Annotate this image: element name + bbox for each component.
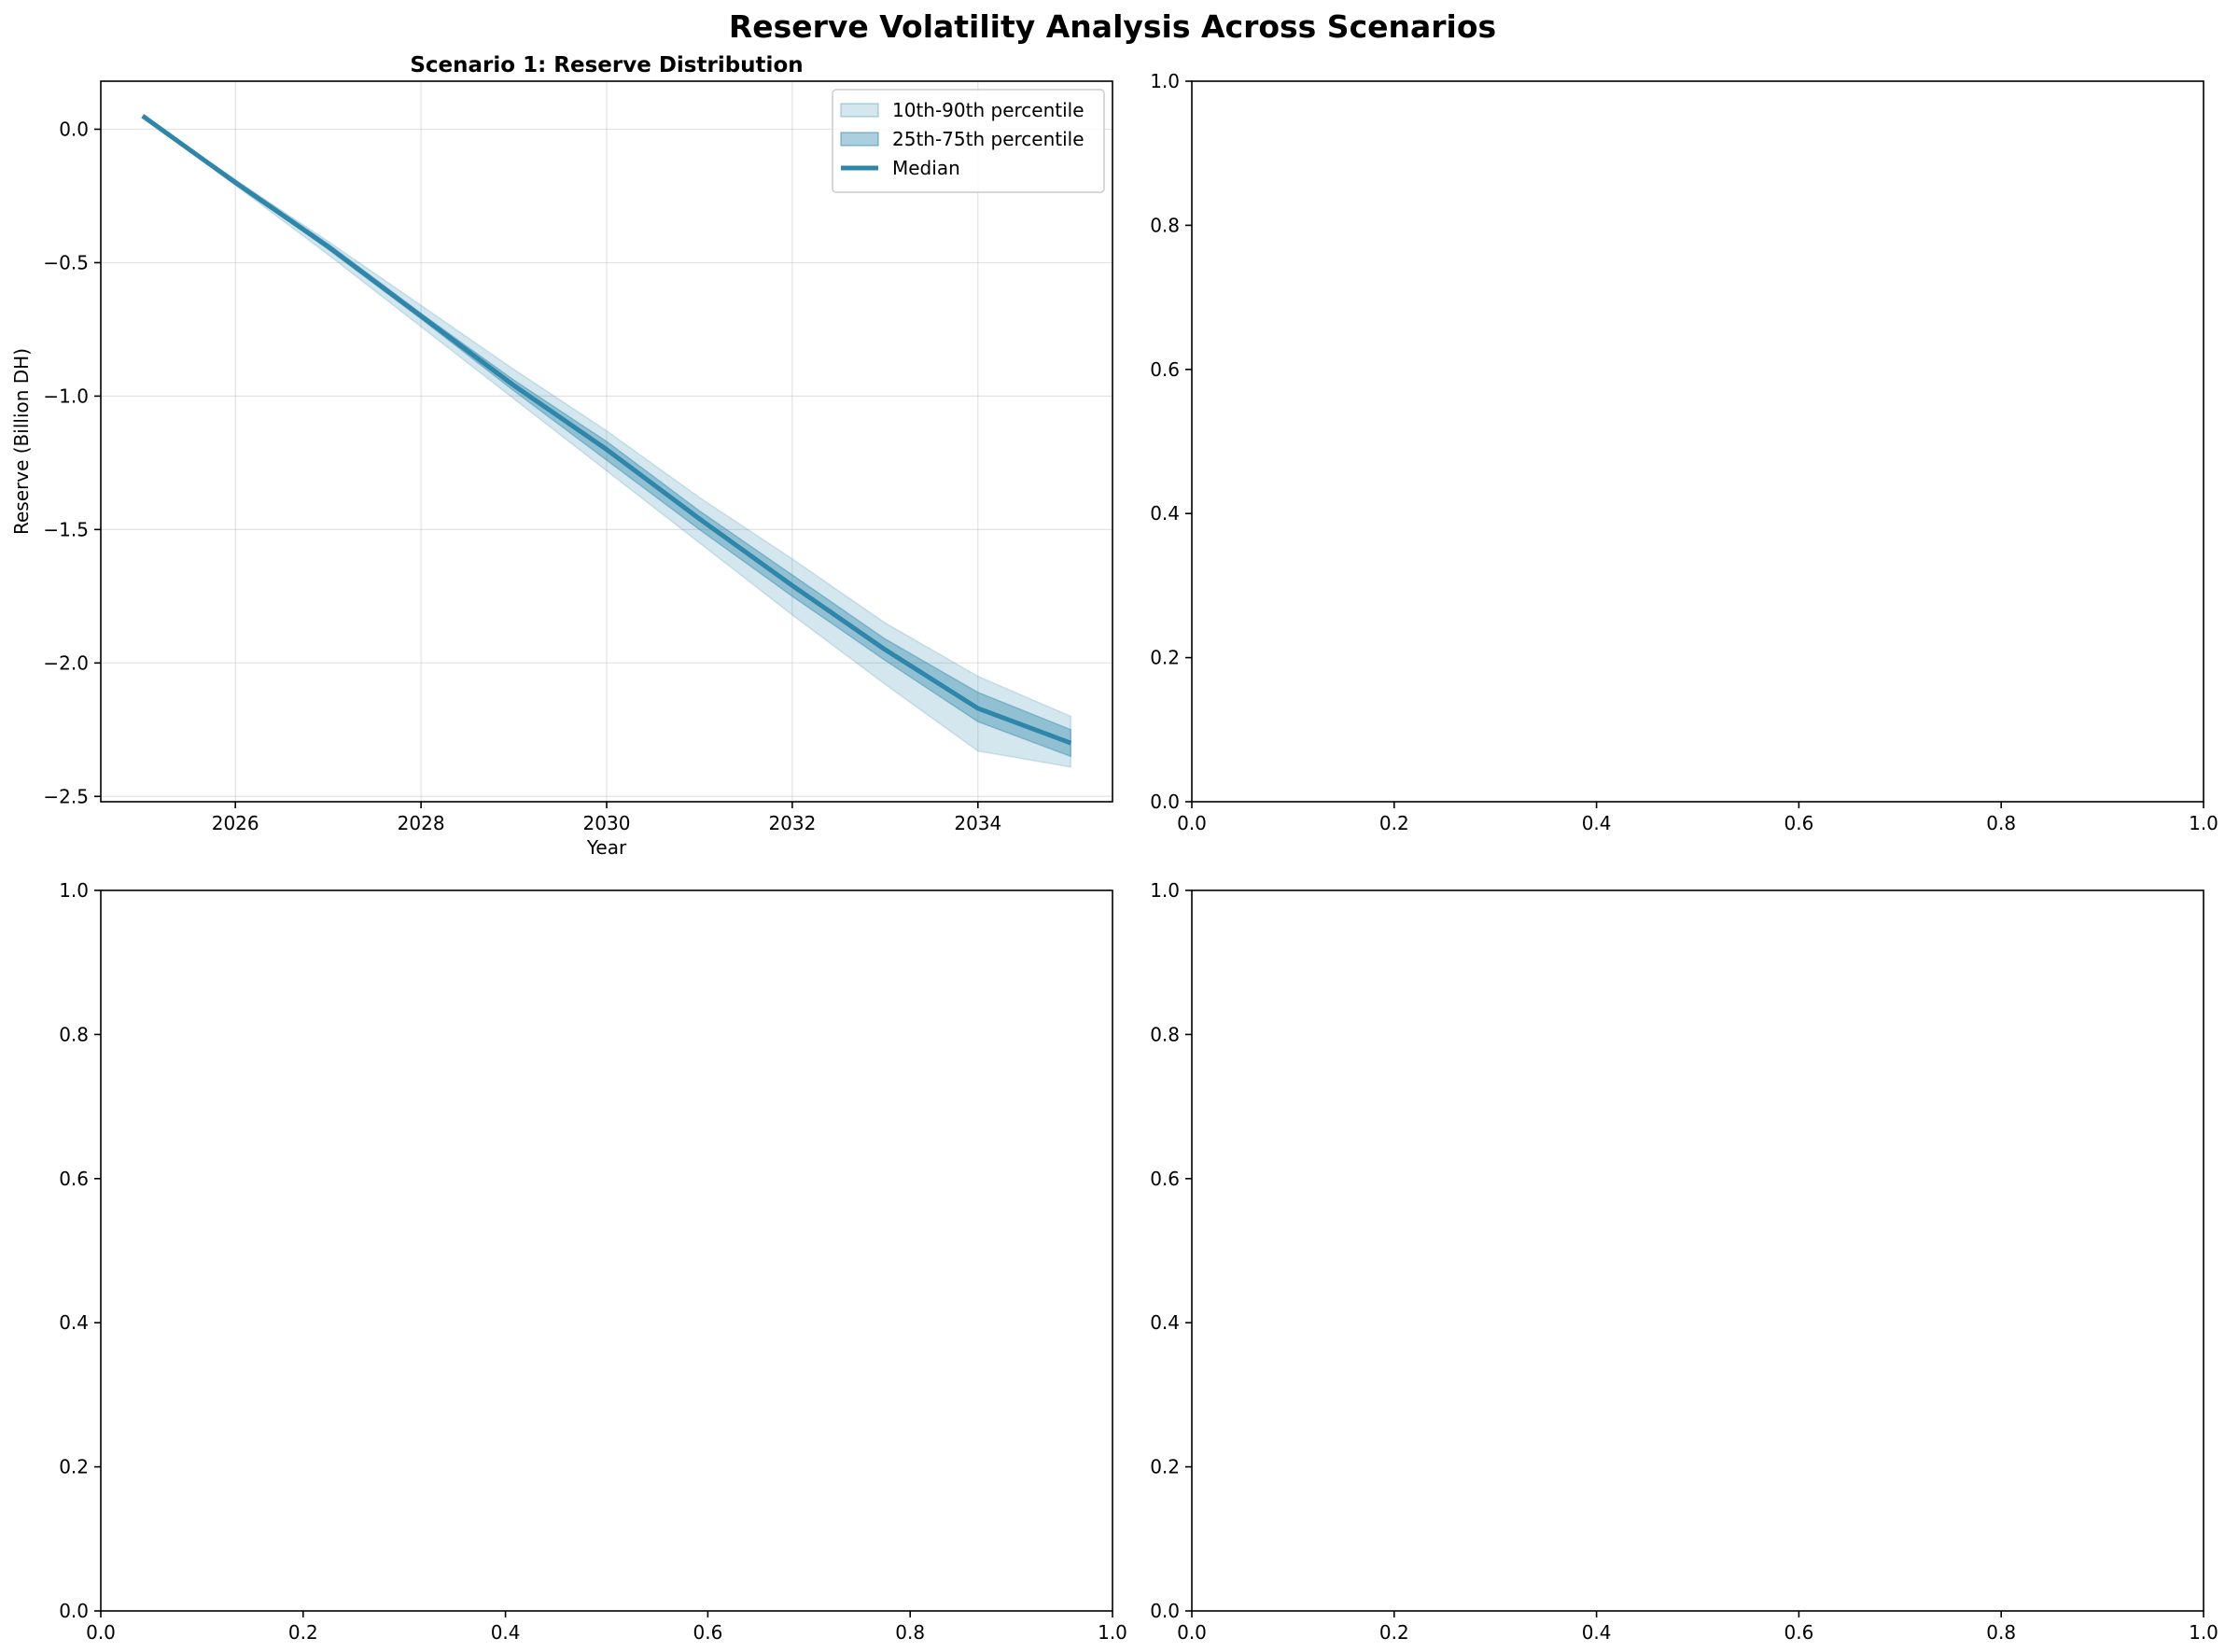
x-tick-label: 2028 (398, 812, 445, 834)
x-tick-label: 0.8 (895, 1621, 925, 1644)
legend-label: 25th-75th percentile (892, 128, 1085, 150)
legend-swatch (840, 103, 879, 118)
x-axis-label: Year (586, 836, 627, 859)
x-tick-label: 0.2 (288, 1621, 318, 1644)
x-tick-label: 0.4 (491, 1621, 521, 1644)
y-tick-label: 0.6 (1150, 1168, 1180, 1190)
legend-label: Median (892, 157, 960, 179)
x-tick-label: 2032 (768, 812, 816, 834)
y-tick-label: 1.0 (1150, 879, 1180, 902)
y-tick-label: −2.5 (43, 785, 89, 807)
axes-frame (100, 889, 1113, 1612)
y-tick-label: −0.5 (43, 251, 89, 273)
x-tick-label: 0.6 (693, 1621, 722, 1644)
x-tick-label: 2030 (583, 812, 631, 834)
y-tick-label: 0.4 (59, 1311, 89, 1334)
x-tick-label: 1.0 (1098, 1621, 1127, 1644)
x-tick-label: 0.4 (1582, 812, 1612, 834)
legend: 10th-90th percentile 25th-75th percentile… (832, 89, 1105, 193)
y-tick-label: 1.0 (1150, 70, 1180, 92)
y-tick-label: −1.0 (43, 385, 89, 407)
x-tick-label: 1.0 (2189, 812, 2218, 834)
y-tick-label: 0.6 (1150, 358, 1180, 381)
y-tick-label: −1.5 (43, 518, 89, 540)
y-tick-label: 0.0 (59, 1600, 89, 1622)
y-tick-label: 0.0 (1150, 791, 1180, 813)
y-tick-label: 0.0 (59, 118, 89, 140)
x-tick-label: 0.2 (1379, 1621, 1409, 1644)
x-tick-label: 1.0 (2189, 1621, 2218, 1644)
subplot-1: 2026 2028 2030 2032 2034 0.0 −0.5 −1.0 −1.5 −2.0 −… (10, 53, 1113, 859)
y-tick-label: 0.2 (59, 1456, 89, 1478)
subplot-grid: 2026 2028 2030 2032 2034 0.0 −0.5 −1.0 −1.5 −2.0 −… (10, 53, 2218, 1644)
x-tick-label: 0.2 (1379, 812, 1409, 834)
x-tick-label: 0.8 (1986, 1621, 2016, 1644)
band-25th-75th-percentile (142, 115, 1071, 758)
x-tick-label: 2034 (954, 812, 1001, 834)
x-tick-label: 0.6 (1784, 1621, 1813, 1644)
legend-frame (832, 89, 1105, 193)
x-tick-label: 0.8 (1986, 812, 2016, 834)
y-tick-label: 0.8 (59, 1023, 89, 1045)
axes-frame (1191, 889, 2204, 1612)
subplot-title: Scenario 1: Reserve Distribution (410, 53, 803, 77)
x-tick-label: 0.0 (1177, 1621, 1207, 1644)
y-axis-label: Reserve (Billion DH) (10, 348, 33, 535)
x-tick-label: 0.6 (1784, 812, 1813, 834)
y-tick-label: 0.4 (1150, 502, 1180, 525)
subplot-4: 0.0 0.2 0.4 0.6 0.8 1.0 0.0 0.2 0.4 0.6 0.8 1.0 (1150, 879, 2218, 1644)
figure-suptitle: Reserve Volatility Analysis Across Scena… (729, 8, 1496, 45)
y-tick-label: 0.8 (1150, 1023, 1180, 1045)
y-tick-label: 0.2 (1150, 1456, 1180, 1478)
legend-swatch (840, 132, 879, 147)
axes-frame (1191, 80, 2204, 803)
y-tick-label: 0.0 (1150, 1600, 1180, 1622)
subplot-2: 0.0 0.2 0.4 0.6 0.8 1.0 0.0 0.2 0.4 0.6 0.8 1.0 (1150, 70, 2218, 834)
y-tick-label: 0.4 (1150, 1311, 1180, 1334)
y-tick-label: 0.8 (1150, 214, 1180, 236)
y-tick-label: −2.0 (43, 651, 89, 674)
y-tick-label: 1.0 (59, 879, 89, 902)
y-tick-label: 0.2 (1150, 647, 1180, 669)
x-tick-label: 0.0 (1177, 812, 1207, 834)
y-tick-label: 0.6 (59, 1168, 89, 1190)
x-tick-label: 0.4 (1582, 1621, 1612, 1644)
x-tick-label: 0.0 (86, 1621, 116, 1644)
subplot-3: 0.0 0.2 0.4 0.6 0.8 1.0 0.0 0.2 0.4 0.6 0.8 1.0 (59, 879, 1127, 1644)
legend-label: 10th-90th percentile (892, 99, 1085, 121)
median-line (141, 114, 1072, 746)
x-tick-label: 2026 (212, 812, 259, 834)
